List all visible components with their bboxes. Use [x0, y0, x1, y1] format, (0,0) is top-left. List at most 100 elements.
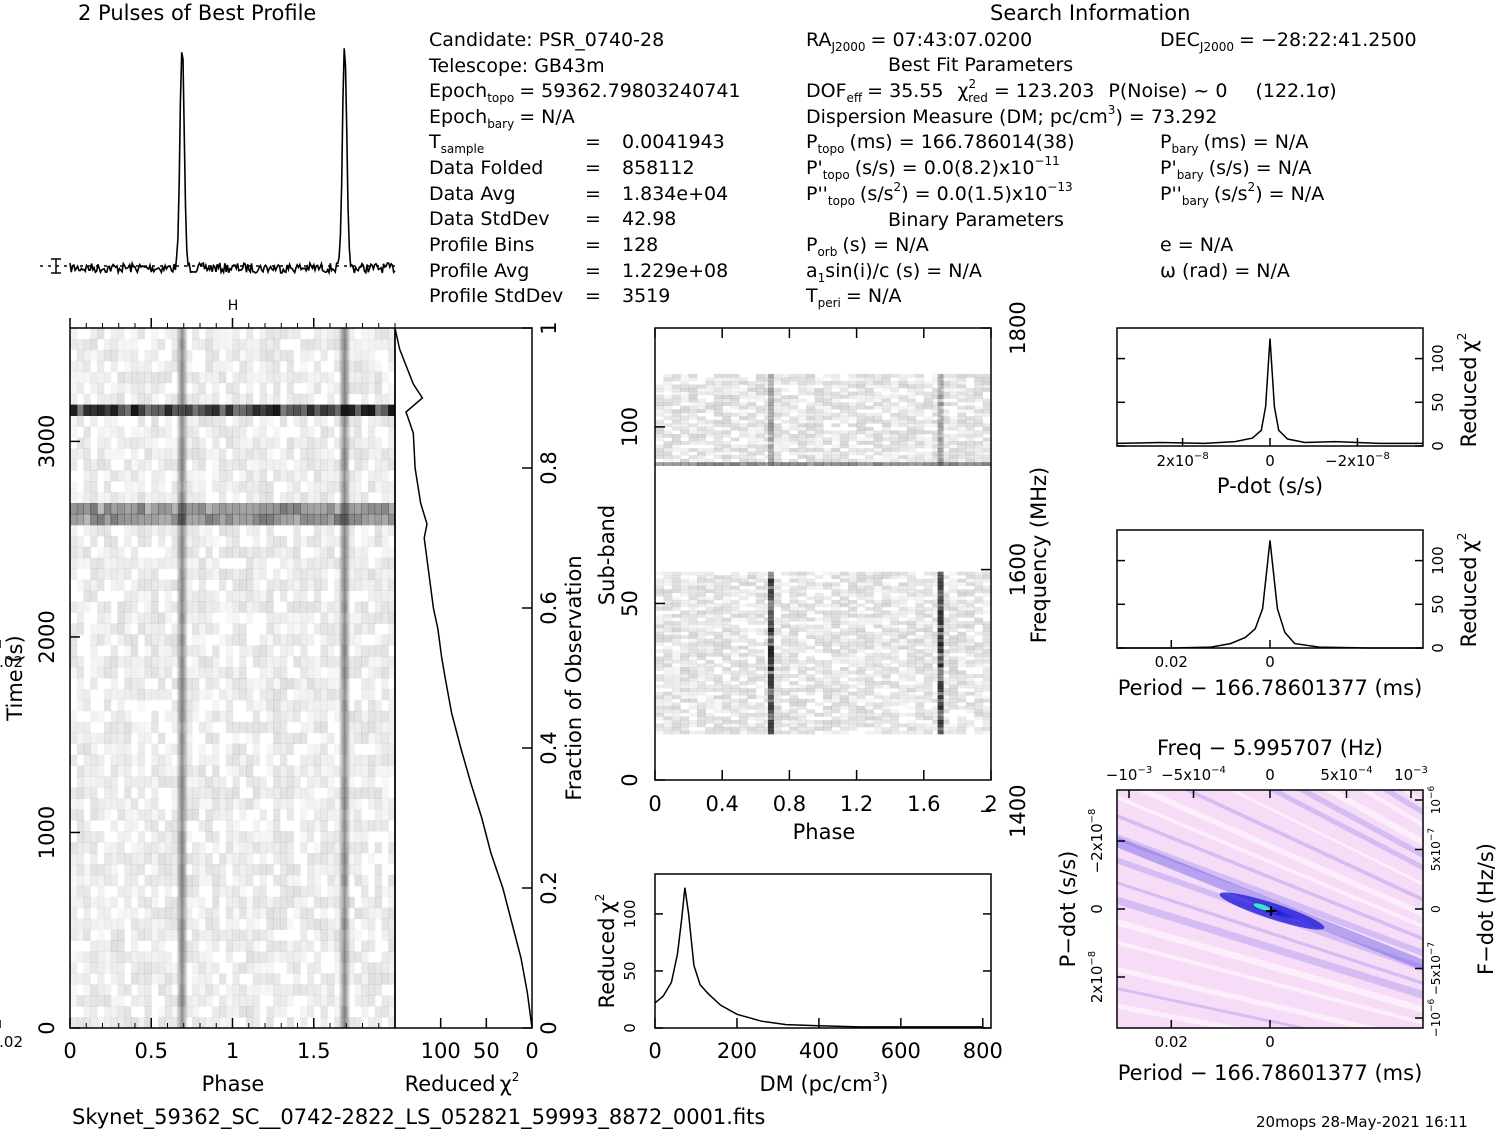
subband-cell	[890, 702, 900, 707]
subband-cell	[697, 384, 706, 389]
subband-cell	[671, 388, 681, 392]
time-phase-cell	[233, 842, 240, 853]
time-phase-cell	[313, 710, 322, 723]
time-phase-cell	[347, 634, 355, 646]
subband-cell	[932, 712, 942, 717]
subband-cell	[797, 603, 807, 608]
subband-cell	[848, 462, 858, 466]
time-phase-cell	[138, 426, 145, 437]
time-phase-cell	[246, 721, 254, 734]
subband-cell	[949, 727, 958, 731]
subband-cell	[739, 575, 748, 579]
time-phase-cell	[171, 896, 179, 909]
time-phase-cell	[110, 874, 118, 887]
subband-cell	[907, 458, 916, 463]
time-phase-cell	[191, 448, 200, 460]
subband-cell	[932, 603, 942, 608]
time-phase-cell	[279, 787, 288, 799]
subband-cell	[814, 667, 824, 671]
subband-cell	[881, 652, 891, 657]
subband-cell	[823, 723, 832, 728]
time-phase-cell	[266, 448, 273, 459]
time-phase-cell	[219, 513, 227, 526]
time-phase-cell	[191, 962, 200, 974]
subband-cell	[731, 618, 740, 622]
time-phase-cell	[259, 393, 267, 405]
time-phase-cell	[164, 1017, 173, 1028]
time-phase-cell	[361, 612, 369, 624]
subband-cell	[697, 652, 706, 657]
subband-cell	[789, 596, 799, 601]
subband-cell	[730, 674, 740, 678]
subband-cell	[881, 624, 891, 629]
subband-cell	[957, 720, 967, 724]
time-phase-cell	[334, 853, 342, 865]
subband-cell	[974, 441, 984, 445]
time-phase-cell	[83, 918, 91, 930]
time-phase-cell	[185, 535, 193, 548]
time-phase-cell	[219, 973, 227, 985]
subband-cell	[982, 578, 991, 583]
subband-cell	[974, 649, 984, 654]
subband-cell	[663, 409, 673, 413]
time-phase-cell	[212, 437, 220, 449]
subband-cell	[781, 409, 790, 413]
time-phase-cell	[279, 765, 288, 777]
subband-cell	[873, 416, 883, 421]
subband-cell	[722, 607, 732, 611]
time-phase-cell	[327, 503, 335, 515]
subband-cell	[898, 412, 908, 417]
subband-cell	[865, 730, 874, 735]
subband-cell	[974, 406, 983, 410]
time-phase-cell	[334, 601, 342, 613]
time-phase-cell	[266, 459, 274, 471]
time-phase-cell	[117, 448, 125, 460]
time-phase-cell	[266, 481, 274, 493]
subband-cell	[823, 398, 832, 403]
time-phase-cell	[76, 404, 85, 416]
subband-cell	[907, 688, 916, 692]
subband-cell	[773, 664, 782, 668]
subband-cell	[797, 373, 807, 378]
subband-cell	[848, 656, 858, 661]
data-avg-label: Data Avg	[429, 183, 516, 205]
subband-cell	[697, 419, 706, 424]
subband-cell	[957, 377, 967, 382]
time-phase-cell	[117, 908, 124, 919]
subband-cell	[755, 409, 765, 413]
time-phase-cell	[212, 776, 220, 788]
subband-cell	[764, 377, 774, 382]
time-phase-cell	[327, 426, 335, 438]
time-phase-cell	[313, 995, 322, 1007]
time-phase-cell	[164, 612, 173, 624]
time-phase-cell	[205, 623, 213, 635]
subband-cell	[982, 688, 991, 692]
time-phase-cell	[70, 951, 77, 962]
time-phase-cell	[293, 710, 301, 723]
subband-cell	[671, 631, 681, 636]
subband-cell	[705, 695, 715, 700]
subband-cell	[739, 716, 748, 721]
time-phase-cell	[191, 513, 200, 526]
time-phase-cell	[130, 656, 139, 668]
time-phase-cell	[131, 612, 138, 623]
subband-cell	[873, 695, 883, 700]
time-phase-cell	[171, 546, 179, 559]
subband-cell	[764, 409, 774, 413]
subband-cell	[663, 412, 673, 417]
time-phase-cell	[124, 710, 132, 723]
time-phase-cell	[313, 918, 322, 930]
subband-cell	[713, 578, 723, 583]
subband-cell	[789, 398, 799, 403]
subband-cell	[655, 614, 664, 618]
subband-cell	[789, 663, 799, 668]
subband-cell	[839, 716, 849, 721]
subband-cell	[663, 373, 673, 378]
time-phase-cell	[293, 907, 301, 920]
subband-cell	[730, 575, 740, 579]
subband-cell	[697, 423, 706, 428]
time-phase-cell	[253, 919, 260, 930]
time-phase-cell	[259, 492, 267, 504]
time-phase-cell	[151, 437, 159, 449]
time-phase-cell	[144, 929, 152, 941]
